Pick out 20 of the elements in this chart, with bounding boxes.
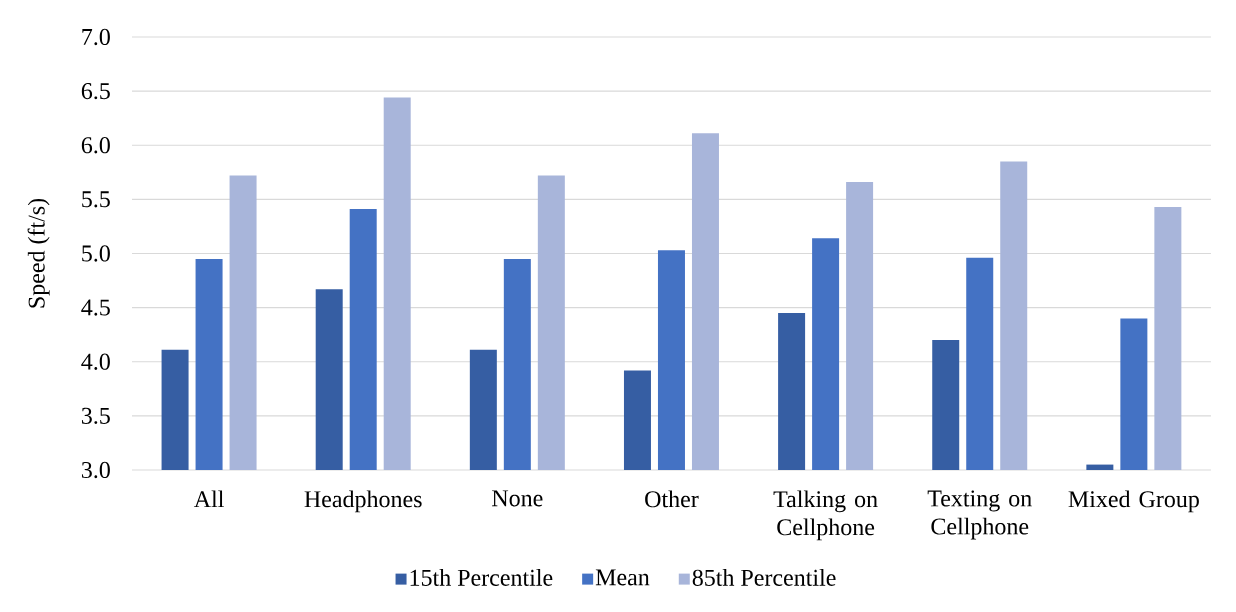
legend-label: 85th Percentile bbox=[692, 568, 836, 586]
y-tick-label: 3.0 bbox=[81, 461, 110, 479]
y-tick-label: 5.0 bbox=[82, 245, 110, 262]
y-tick-label: 6.5 bbox=[81, 83, 110, 100]
x-tick-label: Texting on Cellphone bbox=[927, 490, 1032, 540]
y-tick-label: 4.0 bbox=[81, 353, 110, 370]
x-tick-label: Talking on Cellphone bbox=[773, 490, 878, 541]
x-tick-label: Other bbox=[645, 490, 699, 508]
y-tick-label: 4.5 bbox=[81, 299, 110, 316]
y-tick-label: 7.0 bbox=[82, 28, 110, 46]
y-axis-title: Speed (ft/s) bbox=[27, 198, 50, 308]
y-tick-label: 5.5 bbox=[82, 191, 110, 208]
x-tick-label: All bbox=[193, 490, 224, 508]
legend-label: Mean bbox=[595, 569, 650, 586]
x-tick-label: Headphones bbox=[304, 490, 422, 513]
y-tick-label: 6.0 bbox=[81, 137, 110, 154]
y-tick-label: 3.5 bbox=[81, 407, 110, 424]
legend-label: 15th Percentile bbox=[410, 568, 553, 586]
x-tick-label: None bbox=[492, 490, 543, 507]
x-tick-label: Mixed Group bbox=[1068, 490, 1199, 513]
